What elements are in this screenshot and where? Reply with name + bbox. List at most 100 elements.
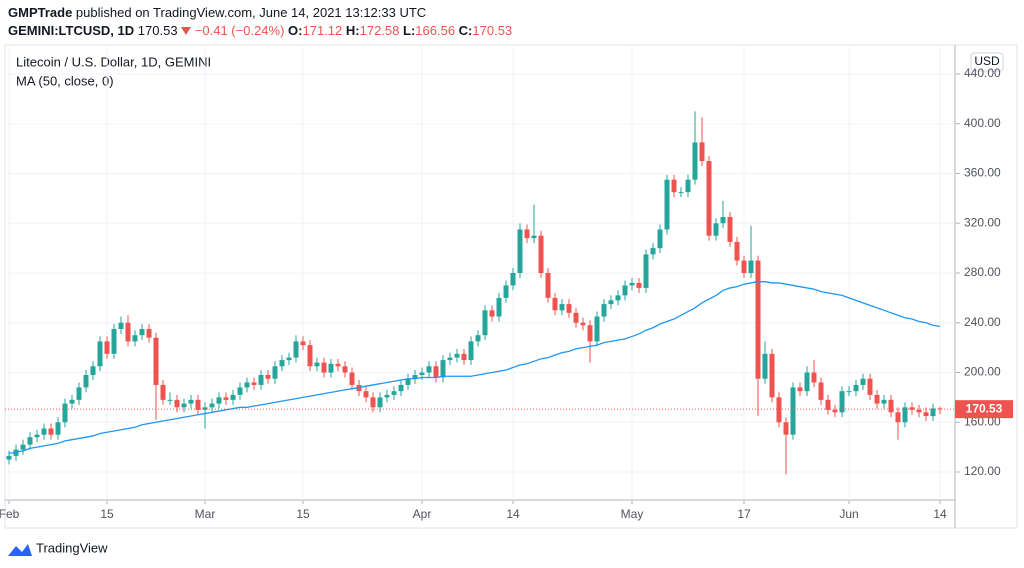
candle-body [202, 407, 208, 410]
candle-body [391, 391, 397, 395]
candle-body [692, 142, 698, 180]
candle-body [622, 285, 628, 296]
candle-body [132, 335, 138, 342]
last-price-tag [955, 400, 1013, 419]
x-tick-label: 14 [933, 507, 947, 521]
candle-body [90, 366, 96, 375]
candle-body [419, 372, 425, 375]
h-label: H: [345, 23, 360, 38]
x-tick-label: Apr [413, 507, 432, 521]
candle-body [188, 399, 194, 404]
candle-body [741, 260, 747, 273]
candle-body [272, 366, 278, 379]
candle-body [776, 397, 782, 423]
candle-body [384, 394, 390, 398]
quote-line: GEMINI:LTCUSD, 1D 170.53 −0.41 (−0.24%) … [8, 22, 512, 40]
candle-body [27, 437, 33, 445]
candle-body [76, 387, 82, 400]
symbol: GEMINI:LTCUSD, 1D [8, 23, 135, 38]
candle-body [244, 382, 250, 388]
candle-body [454, 353, 460, 358]
candle-body [34, 434, 40, 438]
candle-body [517, 229, 523, 273]
x-tick-label: 17 [737, 507, 751, 521]
candle-body [440, 360, 446, 378]
candle-body [895, 412, 901, 423]
candle-body [846, 391, 852, 393]
candle-body [615, 295, 621, 301]
x-tick-label: 15 [100, 507, 114, 521]
frame [4, 44, 1018, 529]
candle-body [783, 422, 789, 435]
candle-body [293, 341, 299, 358]
candle-body [125, 322, 131, 342]
candle-body [398, 384, 404, 392]
candle-body [69, 399, 75, 404]
candle-body [412, 374, 418, 379]
candle-body [524, 229, 530, 239]
candle-body [587, 325, 593, 342]
c-label: C: [458, 23, 473, 38]
candle-body [342, 366, 348, 373]
x-tick-label: 15 [296, 507, 310, 521]
candle-body [426, 366, 432, 373]
candle-body [335, 363, 341, 367]
candle-body [594, 316, 600, 342]
candle-body [349, 372, 355, 385]
candle-body [923, 412, 929, 417]
low: 166.56 [415, 23, 456, 38]
candle-body [902, 407, 908, 423]
candle-body [664, 179, 670, 230]
l-label: L: [403, 23, 416, 38]
candle-body [601, 304, 607, 317]
candle-body [636, 282, 642, 288]
candle-body [804, 372, 810, 392]
candle-body [41, 428, 47, 435]
candle-body [888, 399, 894, 413]
candle-body [685, 179, 691, 193]
candle-body [314, 362, 320, 367]
candle-body [937, 408, 943, 410]
candles [6, 111, 943, 475]
candle-body [265, 374, 271, 379]
candle-body [559, 304, 565, 311]
candle-body [769, 353, 775, 398]
candle-body [251, 382, 257, 385]
candle-body [461, 353, 467, 361]
candle-body [433, 366, 439, 378]
o-label: O: [288, 23, 303, 38]
candle-body [216, 397, 222, 404]
candle-body [580, 322, 586, 326]
x-tick-label: Jun [839, 507, 858, 521]
y-tick-label: 240.00 [964, 315, 1001, 329]
y-tick-label: 280.00 [964, 265, 1001, 279]
candle-body [538, 235, 544, 273]
candle-body [118, 322, 124, 329]
candle-body [195, 399, 201, 410]
candle-body [174, 399, 180, 408]
candle-body [762, 353, 768, 379]
candle-body [545, 272, 551, 298]
candle-body [678, 192, 684, 194]
candle-body [146, 328, 152, 338]
candle-body [853, 384, 859, 392]
y-tick-label: 360.00 [964, 166, 1001, 180]
candle-body [83, 374, 89, 388]
candle-body [531, 235, 537, 239]
candle-body [209, 403, 215, 408]
y-tick-label: 200.00 [964, 365, 1001, 379]
candle-body [20, 444, 26, 450]
candle-body [6, 455, 12, 460]
candle-body [699, 142, 705, 162]
candle-body [916, 409, 922, 413]
candle-body [62, 403, 68, 423]
candle-body [706, 161, 712, 236]
x-tick-label: 14 [506, 507, 520, 521]
candle-body [447, 357, 453, 361]
candle-body [657, 229, 663, 249]
candle-body [55, 422, 61, 435]
candle-body [839, 391, 845, 413]
candle-body [720, 217, 726, 224]
